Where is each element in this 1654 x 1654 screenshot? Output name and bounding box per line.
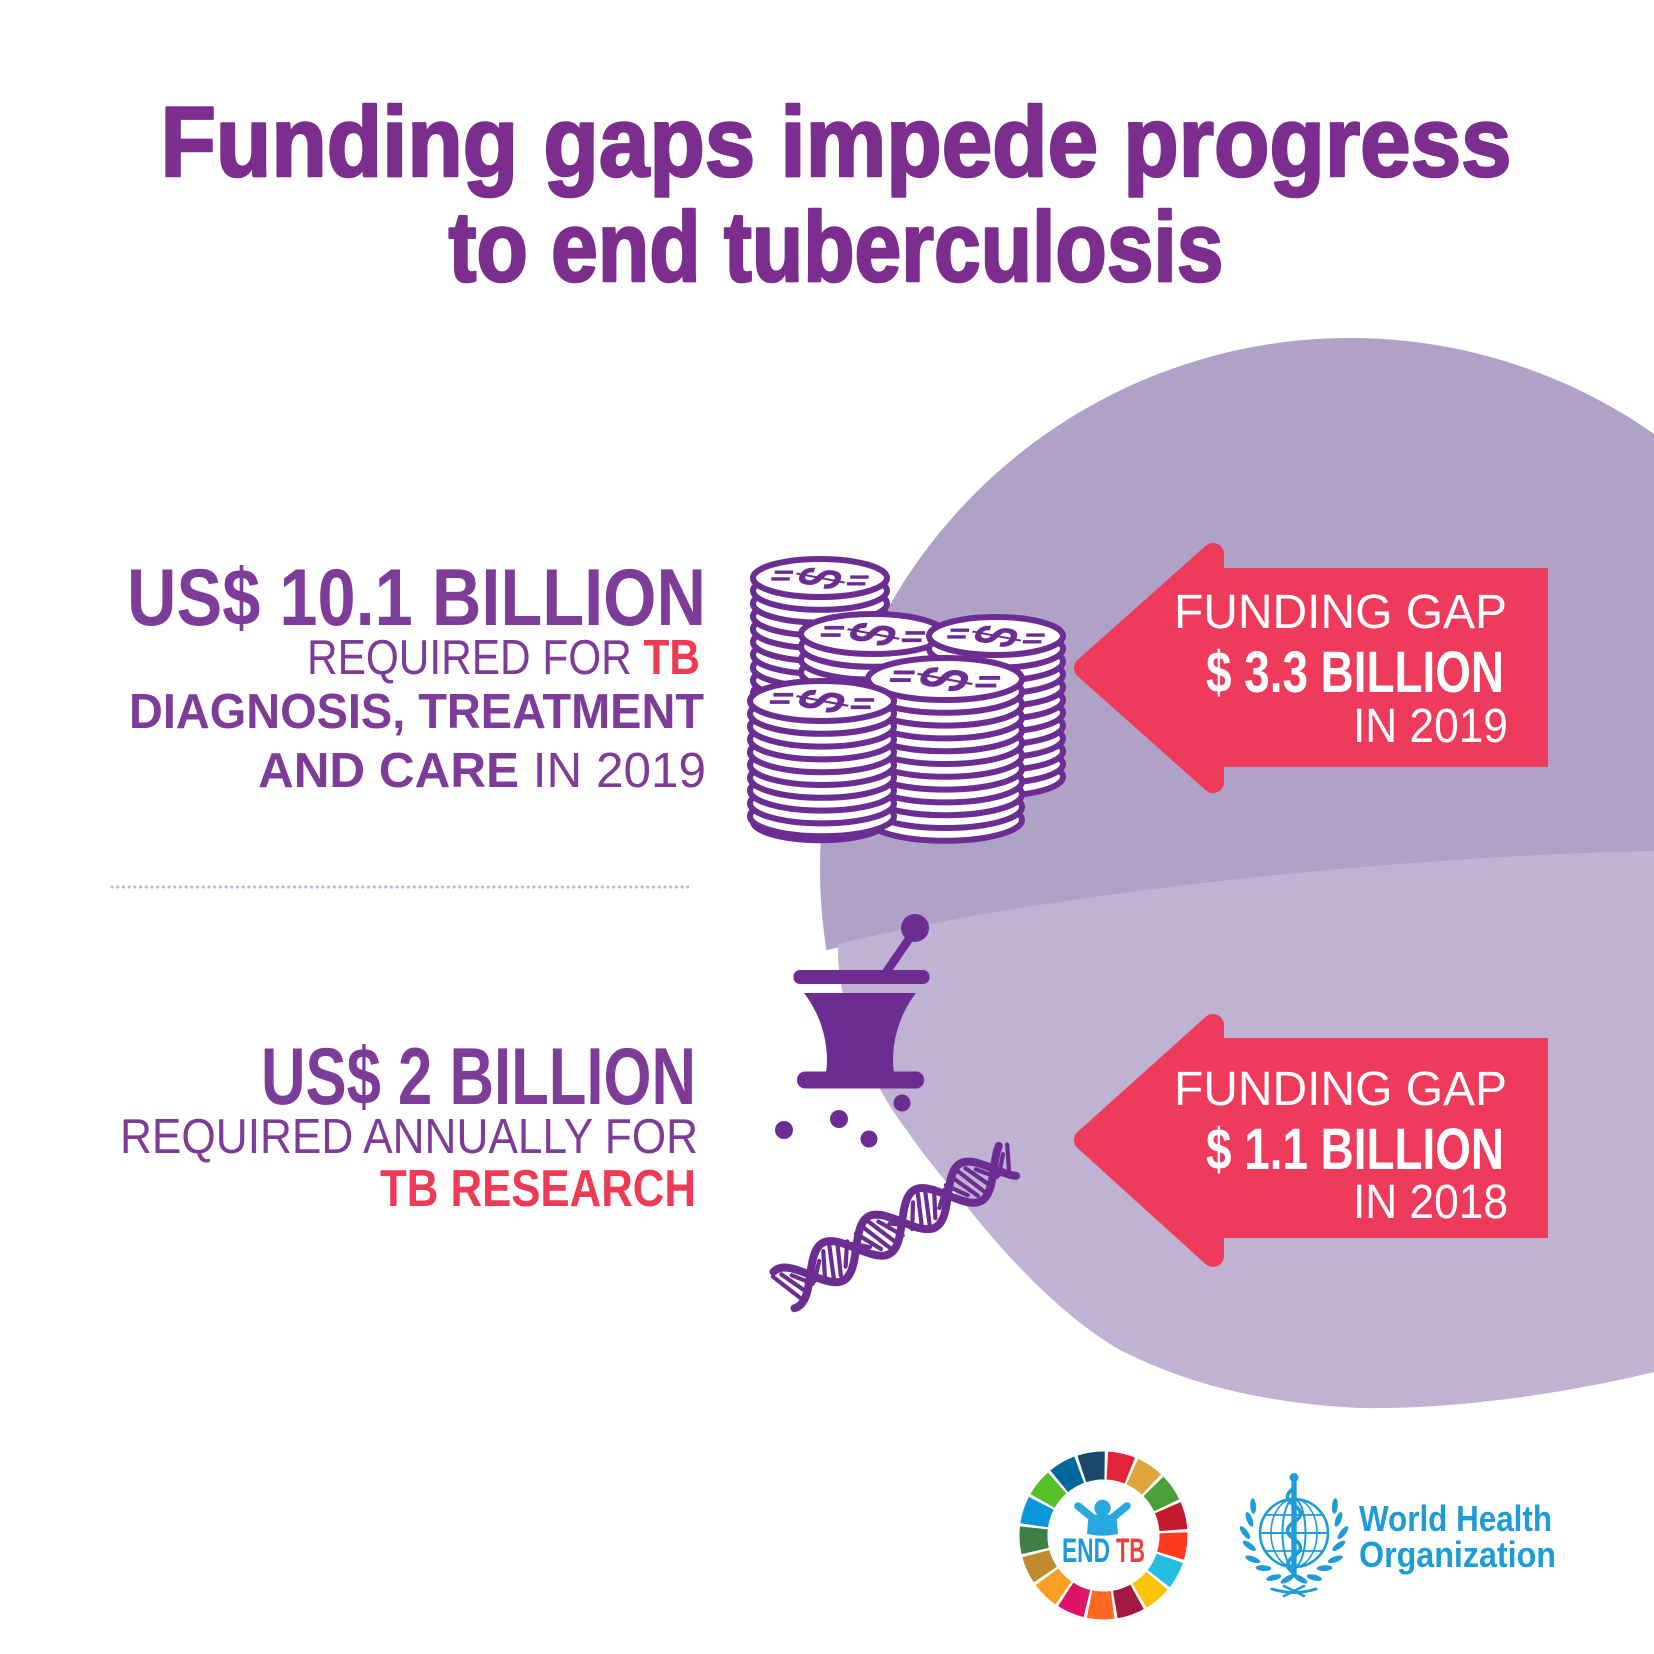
svg-text:Organization: Organization bbox=[1359, 1534, 1556, 1575]
svg-text:US$ 2 BILLION: US$ 2 BILLION bbox=[261, 1032, 696, 1122]
svg-text:TB: TB bbox=[1116, 1532, 1145, 1570]
svg-text:FUNDING GAP: FUNDING GAP bbox=[1174, 1063, 1507, 1116]
svg-text:FUNDING GAP: FUNDING GAP bbox=[1174, 586, 1507, 639]
svg-text:REQUIRED FOR TB: REQUIRED FOR TB bbox=[307, 631, 700, 685]
svg-text:IN 2018: IN 2018 bbox=[1353, 1176, 1508, 1229]
svg-text:to end tuberculosis: to end tuberculosis bbox=[449, 191, 1224, 302]
svg-text:DIAGNOSIS, TREATMENT: DIAGNOSIS, TREATMENT bbox=[129, 685, 704, 739]
svg-text:World Health: World Health bbox=[1359, 1498, 1552, 1539]
svg-text:US$ 10.1 BILLION: US$ 10.1 BILLION bbox=[127, 553, 706, 643]
svg-text:$ 3.3 BILLION: $ 3.3 BILLION bbox=[1206, 640, 1504, 705]
svg-text:Funding gaps impede progress: Funding gaps impede progress bbox=[161, 86, 1512, 197]
svg-text:$ 1.1 BILLION: $ 1.1 BILLION bbox=[1206, 1117, 1504, 1182]
svg-text:REQUIRED ANNUALLY FOR: REQUIRED ANNUALLY FOR bbox=[120, 1110, 698, 1164]
svg-text:TB RESEARCH: TB RESEARCH bbox=[380, 1160, 696, 1218]
svg-text:END: END bbox=[1062, 1532, 1110, 1570]
svg-text:AND CARE IN 2019: AND CARE IN 2019 bbox=[258, 744, 706, 798]
svg-text:IN 2019: IN 2019 bbox=[1353, 700, 1508, 753]
